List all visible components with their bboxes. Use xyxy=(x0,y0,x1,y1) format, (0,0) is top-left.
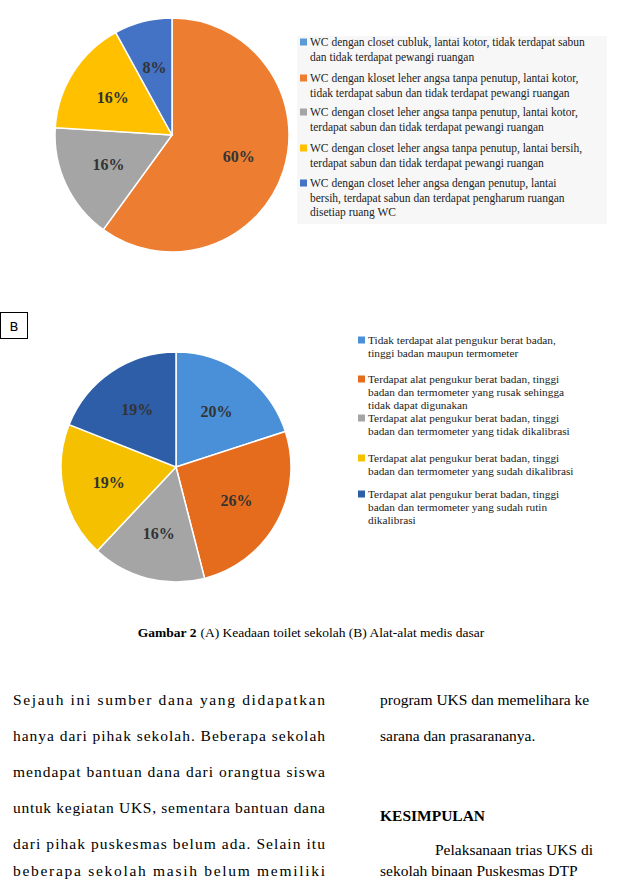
pie-chart: B 20% 26% 16% 19% 19% Tidak terdapat alat peng… xyxy=(1,313,574,582)
legend-entry-line: WC dengan closet leher angsa tanpa penut… xyxy=(310,142,582,155)
legend-entry-line: tinggi badan maupun termometer xyxy=(368,347,519,359)
data-label: 26% xyxy=(220,492,252,509)
pie-slice xyxy=(116,18,172,135)
page: 60% 16% 16% 8% WC dengan closet cubluk, lant… xyxy=(0,0,623,881)
legend-entry-line: WC dengan closet leher angsa dengan penu… xyxy=(310,177,557,190)
data-label: 19% xyxy=(121,401,153,418)
figure-caption: Gambar 2(A) Keadaan toilet sekolah (B) A… xyxy=(138,625,485,640)
legend-swatch xyxy=(300,39,307,46)
slices xyxy=(55,18,289,252)
caption-text: (A) Keadaan toilet sekolah (B) Alat-alat… xyxy=(200,625,484,640)
legend-entry: WC dengan closet leher angsa tanpa penut… xyxy=(310,106,578,134)
data-label: 16% xyxy=(143,525,175,542)
legend-entry-line: terdapat sabun dan tidak terdapat pewang… xyxy=(310,121,544,134)
legend-entry-line: badan dan termometer yang sudah dikalibr… xyxy=(368,465,573,477)
legend-swatch xyxy=(300,145,307,152)
legend-entry: Terdapat alat pengukur berat badan, ting… xyxy=(368,412,570,437)
panel-label-box: B xyxy=(1,313,28,339)
legend-swatch xyxy=(300,109,307,116)
paragraph-line: Pelaksanaan trias UKS di xyxy=(435,841,594,858)
legend-background xyxy=(297,36,607,224)
legend-entry-line: Terdapat alat pengukur berat badan, ting… xyxy=(368,412,559,424)
legend-entry: WC dengan closet leher angsa dengan penu… xyxy=(310,177,565,219)
paragraph-line: mendapat bantuan dana dari orangtua sisw… xyxy=(13,763,325,780)
legend-entry: Terdapat alat pengukur berat badan, ting… xyxy=(368,373,564,411)
legend-swatch xyxy=(358,376,365,383)
paragraph-line: sekolah binaan Puskesmas DTP xyxy=(380,862,578,879)
panel-label: B xyxy=(10,319,19,334)
legend-entry-line: dikalibrasi xyxy=(368,514,416,526)
paragraph-line: program UKS dan memelihara ke xyxy=(380,691,589,708)
panel-label-frame xyxy=(1,313,28,339)
legend-entry-line: WC dengan closet leher angsa tanpa penut… xyxy=(310,106,578,119)
legend-entry-line: badan dan termometer yang tidak dikalibr… xyxy=(368,425,570,437)
legend-entry: WC dengan closet cubluk, lantai kotor, t… xyxy=(310,36,585,64)
legend-entry-line: Terdapat alat pengukur berat badan, ting… xyxy=(368,452,559,464)
data-labels: 60% 16% 16% 8% xyxy=(92,59,254,174)
legend-swatch xyxy=(358,491,365,498)
legend-swatch xyxy=(300,75,307,82)
legend-entry-line: Terdapat alat pengukur berat badan, ting… xyxy=(368,488,559,500)
paragraph-line: beberapa sekolah masih belum memiliki xyxy=(13,862,326,879)
data-label: 16% xyxy=(97,89,129,106)
legend-swatch xyxy=(300,180,307,187)
paragraph-line: dari pihak puskesmas belum ada. Selain i… xyxy=(13,835,325,852)
data-label: 16% xyxy=(92,156,124,173)
paragraph-line: sarana dan prasarananya. xyxy=(380,727,535,744)
legend: WC dengan closet cubluk, lantai kotor, t… xyxy=(297,36,607,224)
legend-entry: Tidak terdapat alat pengukur berat badan… xyxy=(368,334,556,359)
data-label: 19% xyxy=(93,474,125,491)
legend-entry-line: WC dengan closet cubluk, lantai kotor, t… xyxy=(310,36,585,49)
data-label: 20% xyxy=(201,403,233,420)
legend: Tidak terdapat alat pengukur berat badan… xyxy=(358,334,573,526)
legend-entry: WC dengan kloset leher angsa tanpa penut… xyxy=(310,72,579,100)
data-label: 60% xyxy=(223,148,255,165)
paragraph-line: untuk kegiatan UKS, sementara bantuan da… xyxy=(13,799,325,816)
legend-entry: WC dengan closet leher angsa tanpa penut… xyxy=(310,142,582,170)
legend-entry: Terdapat alat pengukur berat badan, ting… xyxy=(368,452,573,477)
legend-entry: Terdapat alat pengukur berat badan, ting… xyxy=(368,488,559,526)
legend-entry-line: disetiap ruang WC xyxy=(310,206,396,219)
paragraph-line: hanya dari pihak sekolah. Beberapa sekol… xyxy=(13,727,325,744)
legend-entry-line: Tidak terdapat alat pengukur berat badan… xyxy=(368,334,556,346)
paragraph-line: Sejauh ini sumber dana yang didapatkan xyxy=(13,691,325,708)
legend-entry-line: bersih, terdapat sabun dan terdapat peng… xyxy=(310,192,565,205)
body-text: Sejauh ini sumber dana yang didapatkan ha… xyxy=(13,691,594,879)
legend-entry-line: tidak dapat digunakan xyxy=(368,399,468,411)
slices xyxy=(61,352,291,582)
legend-entry-line: terdapat sabun dan tidak terdapat pewang… xyxy=(310,157,544,170)
section-heading: KESIMPULAN xyxy=(380,807,485,824)
legend-entry-line: badan dan termometer yang sudah rutin xyxy=(368,501,547,513)
legend-swatch xyxy=(358,337,365,344)
legend-entry-line: Terdapat alat pengukur berat badan, ting… xyxy=(368,373,559,385)
data-labels: 20% 26% 16% 19% 19% xyxy=(93,401,253,542)
caption-label: Gambar 2 xyxy=(138,625,197,640)
legend-entry-line: tidak terdapat sabun dan tidak terdapat … xyxy=(310,87,570,100)
data-label: 8% xyxy=(143,59,167,76)
pie-slice xyxy=(69,352,176,467)
pie-slice xyxy=(55,128,172,230)
legend-entry-line: badan dan termometer yang rusak sehingga xyxy=(368,386,564,398)
legend-swatch xyxy=(358,415,365,422)
pie-chart: 60% 16% 16% 8% WC dengan closet cubluk, lant… xyxy=(55,18,607,252)
legend-swatch xyxy=(358,455,365,462)
legend-entry-line: WC dengan kloset leher angsa tanpa penut… xyxy=(310,72,579,85)
legend-entry-line: dan tidak terdapat pewangi ruangan xyxy=(310,51,474,64)
